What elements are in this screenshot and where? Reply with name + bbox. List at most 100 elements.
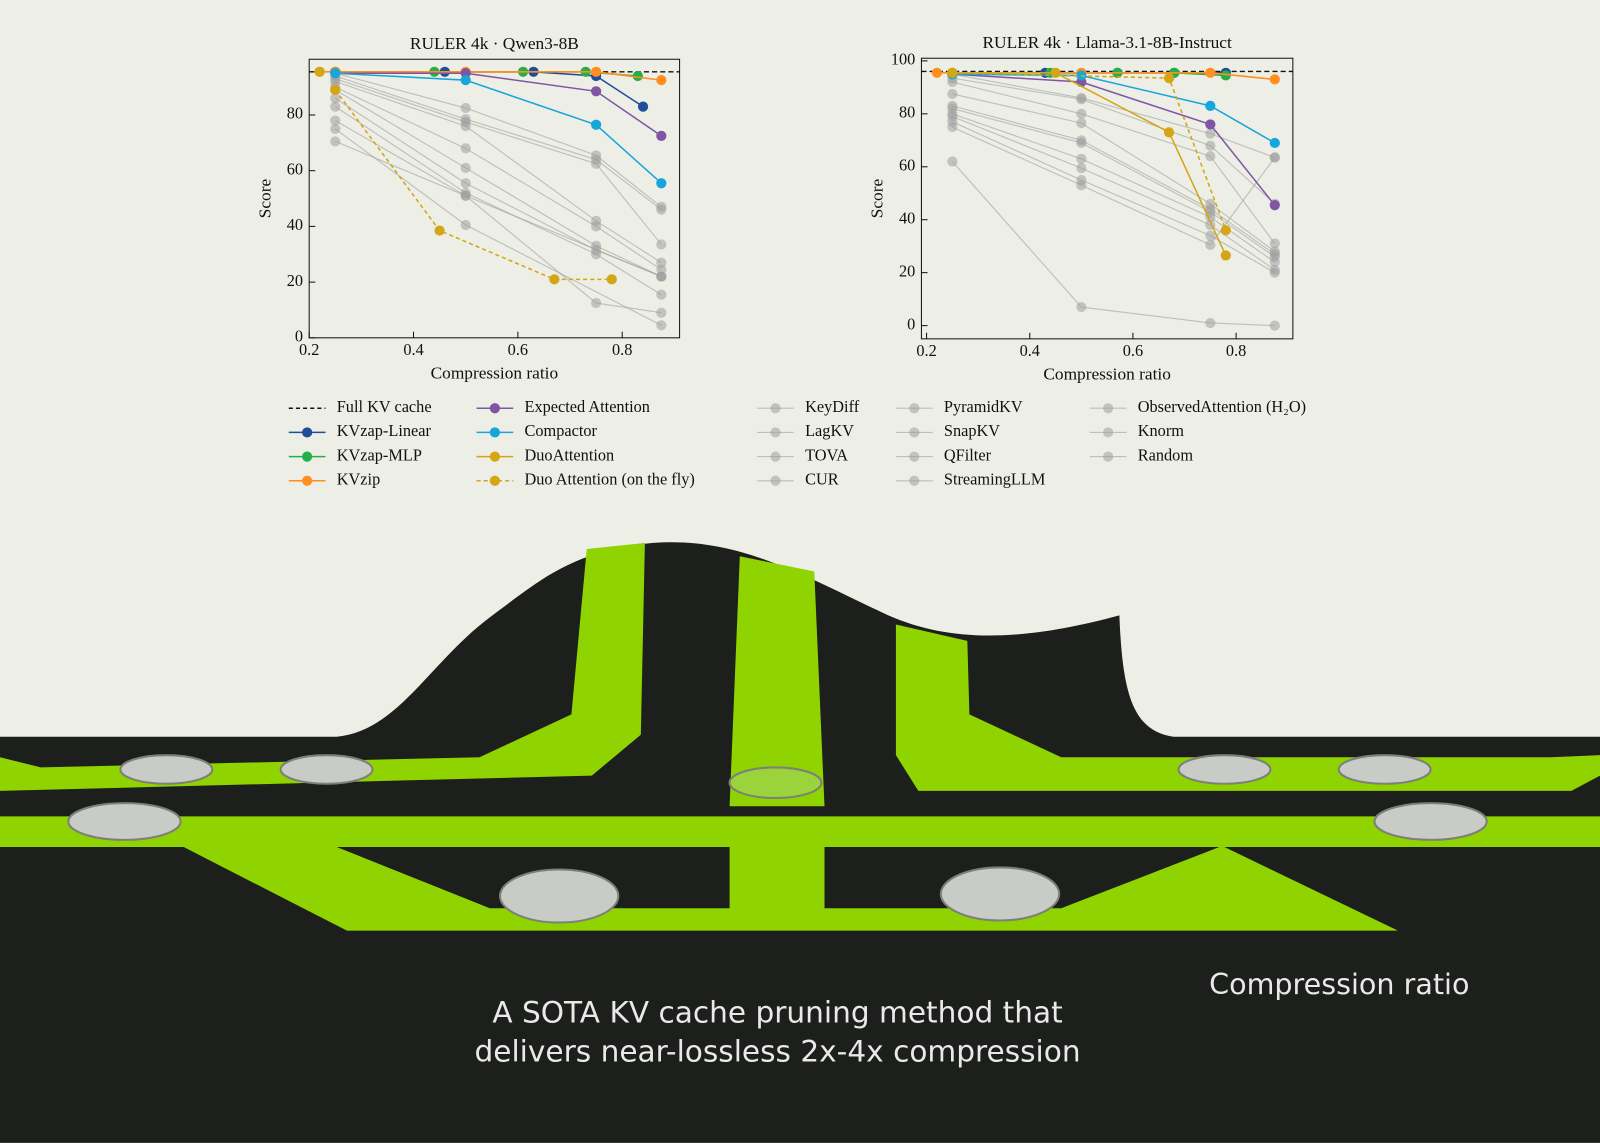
legend-marker	[489, 475, 500, 486]
data-point	[591, 119, 602, 130]
legend-marker	[770, 403, 781, 414]
legend-label: Full KV cache	[337, 397, 432, 416]
data-point	[632, 70, 643, 82]
data-point	[460, 219, 471, 231]
series-line	[951, 161, 1275, 327]
series-line	[952, 73, 1275, 159]
data-point	[330, 93, 341, 104]
y-tick-label: 100	[891, 50, 915, 69]
x-tick-label: 0.4	[403, 340, 423, 359]
plot-frame	[308, 58, 681, 339]
data-point	[1269, 137, 1280, 149]
data-point	[460, 75, 471, 86]
legend-marker	[489, 451, 500, 462]
data-point	[1205, 239, 1216, 250]
data-point	[591, 221, 602, 232]
data-point	[656, 271, 667, 282]
data-point	[1220, 225, 1231, 236]
data-point	[460, 143, 471, 154]
y-tick-label: 60	[287, 159, 303, 178]
data-point	[1205, 151, 1216, 162]
legend-label: KVzap-Linear	[337, 421, 432, 440]
x-tick-label: 0.6	[1123, 341, 1143, 360]
series: Random	[330, 136, 667, 282]
legend-marker	[1103, 427, 1114, 438]
data-point	[1076, 94, 1087, 105]
series: Knorm	[330, 123, 667, 331]
legend-marker	[909, 475, 920, 486]
chart: RULER 4k · Qwen3-8B Compression ratio Scor…	[255, 34, 681, 383]
data-point	[330, 84, 341, 95]
x-axis-label: Compression ratio	[431, 364, 559, 383]
legend-label: KVzip	[337, 470, 381, 489]
y-tick-label: 20	[899, 261, 915, 280]
legend-label: QFilter	[944, 445, 992, 464]
series: Compactor	[330, 68, 667, 189]
data-point	[591, 86, 602, 97]
data-point	[591, 158, 602, 169]
y-tick-label: 60	[899, 156, 915, 175]
data-point	[656, 130, 667, 141]
data-point	[931, 67, 943, 78]
series: Duo Attention (on the fly)	[947, 67, 1231, 236]
series-line	[952, 105, 1276, 255]
series: Duo Attention (on the fly)	[330, 84, 617, 285]
data-point	[947, 76, 958, 88]
data-point	[656, 75, 667, 86]
data-point	[460, 190, 471, 201]
series-line	[952, 93, 1276, 252]
series-line	[952, 72, 1227, 256]
y-tick-label: 20	[287, 271, 303, 290]
data-point	[460, 102, 471, 114]
data-point	[1269, 74, 1280, 85]
data-point	[1205, 230, 1216, 241]
data-point	[1205, 67, 1216, 78]
data-point	[637, 101, 649, 112]
data-point	[330, 115, 341, 126]
data-point	[947, 156, 958, 167]
series-line	[335, 80, 662, 264]
legend-label: KVzap-MLP	[337, 445, 422, 464]
legend-label: DuoAttention	[524, 445, 614, 464]
overlay-label: Compression ratio	[1209, 967, 1469, 1001]
data-point	[1205, 128, 1216, 139]
series: Random	[947, 156, 1280, 331]
data-point	[1163, 72, 1175, 84]
legend-marker	[489, 403, 500, 414]
series-line	[335, 86, 662, 271]
series-line	[952, 126, 1276, 246]
series: StreamingLLM	[330, 101, 667, 300]
series-line	[952, 113, 1276, 263]
series-line	[335, 89, 662, 278]
legend-label: Duo Attention (on the fly)	[524, 470, 694, 489]
x-tick-label: 0.6	[508, 340, 528, 359]
data-point	[656, 289, 667, 300]
series-line	[334, 106, 662, 296]
y-axis-label: Score	[255, 179, 274, 219]
legend-marker	[909, 403, 920, 414]
data-point	[1163, 127, 1175, 138]
data-point	[330, 136, 341, 147]
series-line	[952, 77, 1276, 205]
series-line	[334, 89, 612, 281]
legend-marker	[909, 427, 920, 438]
series-line	[952, 107, 1276, 258]
chart-title: RULER 4k · Llama-3.1-8B-Instruct	[983, 33, 1232, 52]
legend-label: StreamingLLM	[944, 470, 1046, 489]
data-point	[460, 121, 471, 132]
data-point	[1205, 317, 1216, 329]
data-point	[1076, 117, 1087, 129]
legend-marker	[1103, 403, 1114, 414]
legend-label: CUR	[805, 470, 839, 489]
data-point	[460, 178, 471, 189]
data-point	[1076, 137, 1087, 149]
data-point	[1050, 67, 1061, 78]
data-point	[1076, 108, 1087, 119]
y-axis-label: Score	[868, 179, 887, 219]
series-line	[335, 72, 662, 184]
data-point	[1205, 140, 1216, 151]
legend-label: Knorm	[1138, 421, 1185, 440]
y-tick-label: 0	[295, 327, 303, 346]
legend-marker	[489, 427, 500, 438]
